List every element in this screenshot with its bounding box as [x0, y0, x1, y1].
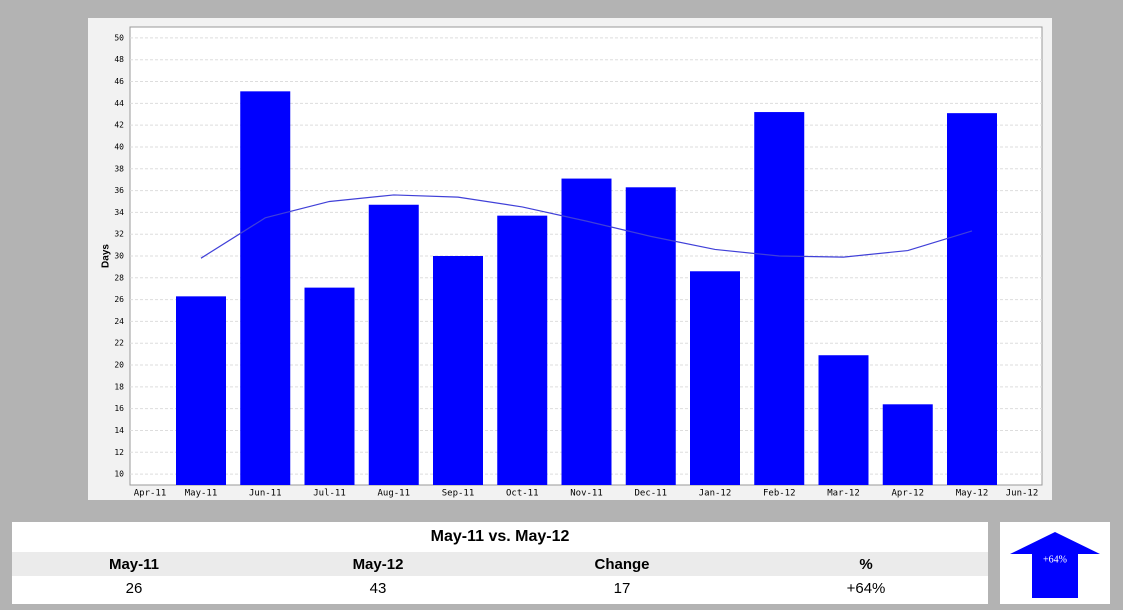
value-cell: 26 — [125, 579, 143, 597]
y-tick-label: 18 — [114, 382, 124, 391]
y-tick-label: 16 — [114, 404, 124, 413]
y-tick-label: 22 — [114, 339, 124, 348]
x-tick-label: Dec-11 — [634, 489, 667, 499]
bar — [882, 404, 933, 485]
x-tick-label: Apr-11 — [134, 489, 167, 499]
change-badge: +64% — [1000, 522, 1110, 604]
y-tick-label: 44 — [114, 99, 124, 108]
y-tick-label: 14 — [114, 426, 124, 435]
chart: Days 10 12 14 16 18 20 22 24 26 28 30 32 34 36 38 40 42 4… — [88, 18, 1052, 500]
bar — [754, 112, 805, 486]
y-tick-label: 48 — [114, 55, 124, 64]
y-tick-label: 40 — [114, 142, 124, 151]
y-tick-label: 38 — [114, 164, 124, 173]
value-cell: +64% — [846, 579, 886, 597]
x-tick-label: Jun-12 — [1006, 489, 1039, 499]
bar — [304, 287, 355, 485]
bar — [497, 215, 548, 485]
badge-arrow: +64% — [1010, 532, 1100, 598]
value-cell: 17 — [613, 579, 631, 597]
bar — [240, 91, 291, 485]
x-tick-label: Apr-12 — [891, 489, 924, 499]
bar — [690, 271, 740, 485]
y-tick-label: 32 — [114, 230, 124, 239]
comparison-table: May-11 vs. May-12 May-11 May-12 Change %… — [12, 522, 988, 604]
bar — [947, 113, 997, 486]
bar — [818, 355, 869, 485]
value-cell: 43 — [369, 579, 387, 597]
bar — [368, 204, 419, 485]
table-title: May-11 vs. May-12 — [430, 528, 570, 545]
header-cell: Change — [594, 555, 650, 573]
y-tick-label: 42 — [114, 121, 124, 130]
y-tick-label: 34 — [114, 208, 124, 217]
header-cell: May-12 — [352, 555, 404, 573]
badge-label: +64% — [1043, 554, 1067, 565]
y-tick-label: 24 — [114, 317, 124, 326]
x-tick-label: Mar-12 — [827, 489, 860, 499]
x-tick-label: Aug-11 — [377, 489, 410, 499]
y-tick-label: 30 — [114, 252, 124, 261]
y-tick-label: 50 — [114, 33, 124, 42]
value-row: 26 43 17 +64% — [12, 576, 988, 600]
y-axis-label: Days — [101, 244, 112, 268]
x-tick-label: May-11 — [185, 489, 218, 499]
trend-line — [200, 194, 973, 259]
y-tick-label: 36 — [114, 186, 124, 195]
y-tick-label: 26 — [114, 295, 124, 304]
x-tick-label: Jul-11 — [313, 489, 346, 499]
y-tick-label: 28 — [114, 273, 124, 282]
bar — [561, 178, 612, 486]
arrow — [1010, 532, 1100, 598]
x-tick-label: Oct-11 — [506, 489, 539, 499]
y-tick-label: 46 — [114, 77, 124, 86]
header-row: May-11 May-12 Change % — [12, 552, 988, 576]
x-tick-label: Jun-11 — [249, 489, 282, 499]
x-tick-label: May-12 — [956, 489, 989, 499]
bar — [433, 256, 483, 485]
x-tick-label: Sep-11 — [442, 489, 475, 499]
y-tick-label: 20 — [114, 361, 124, 370]
x-tick-label: Jan-12 — [699, 489, 732, 499]
bar — [176, 296, 226, 485]
x-tick-label: Nov-11 — [570, 489, 603, 499]
header-cell: May-11 — [108, 555, 160, 573]
x-tick-label: Feb-12 — [763, 489, 796, 499]
header-cell: % — [859, 555, 873, 573]
y-tick-label: 10 — [114, 470, 124, 479]
y-tick-label: 12 — [114, 448, 124, 457]
